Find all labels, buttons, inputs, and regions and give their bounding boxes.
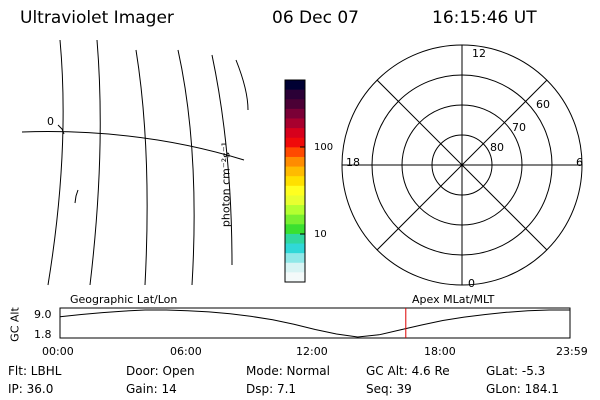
colorbar-swatch [285,205,305,216]
colorbar-swatch [285,176,305,187]
info-gain: Gain: 14 [126,382,177,396]
strip-ytick-top: 9.0 [34,308,52,321]
geo-parallel [21,131,245,161]
colorbar-swatch [285,233,305,245]
colorbar-swatch [285,224,305,235]
info-ip: IP: 36.0 [8,382,54,396]
info-flt: Flt: LBHL [8,364,62,378]
strip-left-label: Geographic Lat/Lon [70,293,178,306]
strip-xtick: 06:00 [170,345,202,358]
geo-meridian [47,39,64,286]
colorbar-swatch [285,166,305,177]
mlt-label-18: 18 [346,156,360,169]
colorbar-swatch [285,128,305,139]
strip-right-label: Apex MLat/MLT [412,293,495,306]
strip-axis-title: GC Alt [8,307,22,342]
geo-meridian [235,59,249,111]
info-seq: Seq: 39 [366,382,412,396]
colorbar-swatch [285,99,305,110]
lat-label-80: 80 [490,141,504,154]
colorbar-swatch [285,89,305,100]
info-gcalt: GC Alt: 4.6 Re [366,364,450,378]
geo-grid-label: 0 [47,115,54,128]
strip-frame [59,307,571,339]
colorbar-swatch [285,195,305,206]
info-door: Door: Open [126,364,195,378]
colorbar-unit-label: photon cm⁻²s⁻¹ [219,141,233,228]
strip-xtick: 23:59 [556,345,588,358]
geo-map [21,39,249,286]
instrument-title: Ultraviolet Imager [20,8,174,28]
colorbar-swatch [285,156,305,168]
info-glon: GLon: 184.1 [486,382,559,396]
polar-spoke [376,79,548,251]
strip-xtick: 00:00 [42,345,74,358]
geo-meridian [135,49,148,286]
coast-fragment [57,124,65,135]
polar-plot [341,44,583,286]
colorbar-swatch [285,243,305,254]
strip-xtick: 18:00 [424,345,456,358]
lat-label-60: 60 [536,98,550,111]
colorbar-swatch [285,137,305,148]
colorbar-tick-10: 10 [314,229,327,240]
colorbar-swatch [285,272,305,283]
info-dsp: Dsp: 7.1 [246,382,297,396]
altitude-strip [59,307,571,339]
mlt-label-0: 0 [468,277,475,290]
colorbar-swatch [285,253,305,264]
lat-label-70: 70 [512,121,526,134]
date-label: 06 Dec 07 [272,8,359,28]
geo-meridian [89,39,101,286]
strip-ytick-bottom: 1.8 [34,328,52,341]
info-glat: GLat: -5.3 [486,364,546,378]
colorbar-swatch [285,185,305,196]
altitude-series-line [59,309,570,338]
colorbar-swatch [285,80,305,91]
colorbar-swatch [285,147,305,158]
colorbar [284,79,306,283]
time-label: 16:15:46 UT [432,8,537,28]
strip-xtick: 12:00 [296,345,328,358]
colorbar-tick-100: 100 [314,142,334,153]
colorbar-swatch [285,262,305,273]
colorbar-swatch [285,108,305,119]
colorbar-swatch [285,118,305,129]
mlt-label-12: 12 [472,47,486,60]
coast-fragment [74,189,79,204]
info-mode: Mode: Normal [246,364,330,378]
mlt-label-6: 6 [576,156,583,169]
geo-meridian [177,49,195,286]
colorbar-swatch [285,214,305,225]
colorbar-frame [284,79,306,283]
